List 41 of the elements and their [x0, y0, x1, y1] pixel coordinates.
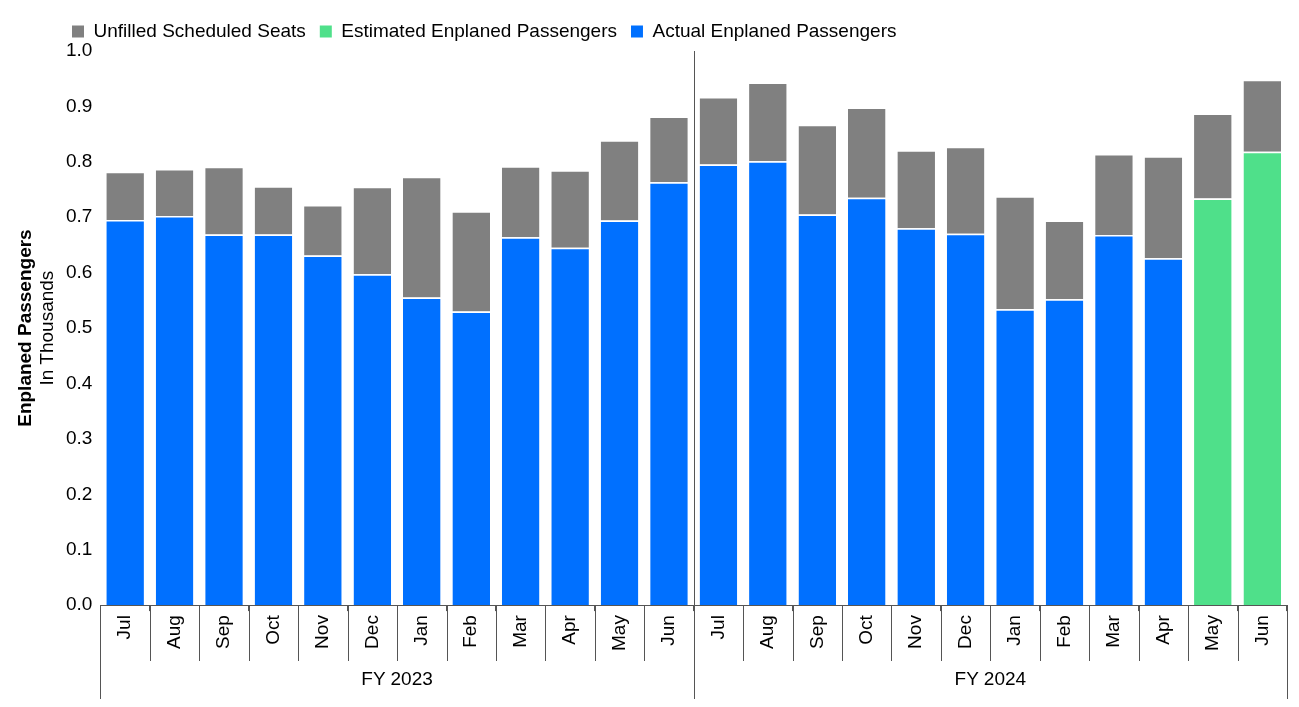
x-tick-label: Dec	[360, 615, 382, 649]
x-tick-label: Dec	[953, 615, 975, 649]
y-axis-title: Enplaned Passengers In Thousands	[14, 229, 58, 427]
x-tick-label: Sep	[805, 615, 827, 649]
legend-label: Unfilled Scheduled Seats	[93, 19, 306, 41]
y-tick-label: 0.2	[65, 482, 93, 504]
x-tick-label: Jul	[706, 615, 728, 640]
x-tick-label: Mar	[1102, 614, 1124, 648]
text: FY 2023	[361, 668, 433, 690]
y-tick-label: 0.7	[65, 205, 93, 227]
x-tick-label: Aug	[162, 615, 184, 649]
y-tick-label: 1.0	[65, 39, 93, 61]
y-tick-label: 0.6	[65, 260, 93, 282]
x-tick-label: Feb	[459, 615, 481, 648]
y-tick-label: 0.5	[65, 316, 93, 338]
x-tick-label: Nov	[311, 614, 333, 649]
x-tick-label: Oct	[261, 614, 283, 645]
x-tick-label: May	[1201, 614, 1223, 652]
x-tick-label: Aug	[756, 615, 778, 649]
y-tick-label: 0.1	[65, 537, 93, 559]
y-tick-label: 0.0	[65, 593, 93, 615]
x-tick-label: Jan	[1003, 615, 1025, 646]
x-tick-label: May	[607, 614, 629, 652]
text: FY 2024	[954, 668, 1027, 690]
x-tick-label: Jun	[1250, 615, 1272, 646]
y-tick-label: 0.9	[65, 94, 93, 116]
x-tick-label: Feb	[1052, 615, 1074, 648]
x-tick-label: Jan	[410, 615, 432, 646]
x-tick-label: Mar	[508, 614, 530, 648]
x-tick-label: Apr	[1151, 614, 1173, 645]
y-tick-label: 0.3	[65, 427, 93, 449]
y-tick-label: 0.8	[65, 150, 93, 172]
legend-label: Actual Enplaned Passengers	[652, 19, 897, 41]
y-tick-label: 0.4	[65, 371, 93, 393]
x-tick-label: Jun	[657, 615, 679, 646]
x-tick-label: Oct	[854, 614, 876, 645]
legend-label: Estimated Enplaned Passengers	[341, 19, 617, 41]
x-tick-label: Jul	[113, 615, 135, 640]
x-tick-label: Nov	[904, 614, 926, 649]
x-tick-label: Sep	[212, 615, 234, 649]
x-tick-label: Apr	[558, 614, 580, 645]
